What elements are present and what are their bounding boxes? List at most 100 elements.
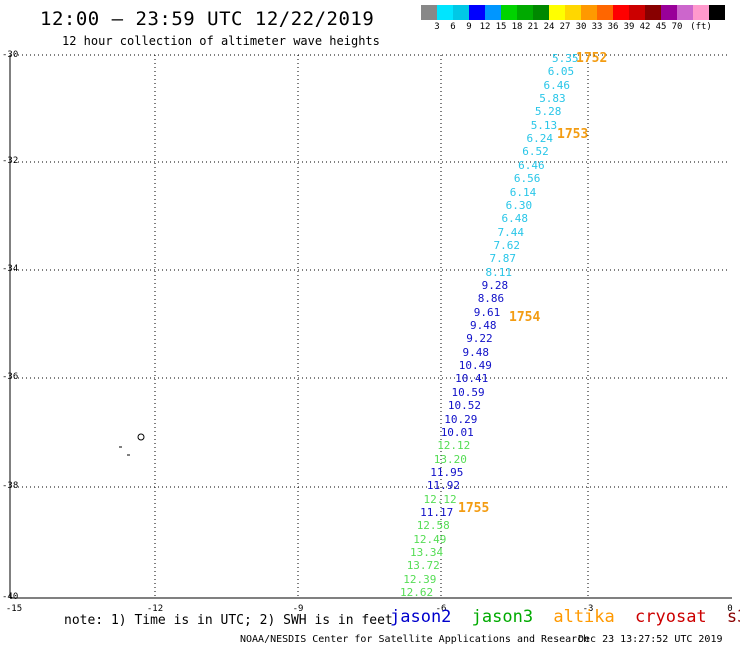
- lat-label: -30: [2, 50, 19, 60]
- legend-label: 15: [495, 22, 507, 32]
- lon-label: 0: [727, 604, 733, 614]
- lon-label: -12: [146, 604, 164, 614]
- color-scale-labels: 3 6 9 12 15 18 21 24 27 30 33 36 39 42 45 70 (ft): [421, 22, 740, 34]
- legend-swatch: [661, 5, 677, 20]
- legend-label: 70: [671, 22, 683, 32]
- legend-swatch: [549, 5, 565, 20]
- rev-label: 1755: [458, 501, 490, 516]
- wave-height-value: 9.48: [462, 345, 490, 359]
- legend-swatch: [501, 5, 517, 20]
- legend-swatch: [613, 5, 629, 20]
- wave-height-value: 10.52: [447, 399, 482, 413]
- wave-height-value: 6.30: [505, 198, 533, 212]
- wave-height-value: 5.83: [539, 92, 566, 105]
- wave-height-value: 5.13: [530, 118, 558, 132]
- legend-label: 30: [575, 22, 587, 32]
- wave-height-value: 12.39: [403, 572, 437, 586]
- rev-label: 1754: [509, 310, 541, 325]
- timestamp: Dec 23 13:27:52 UTC 2019: [578, 634, 723, 645]
- wave-height-value: 12.49: [413, 532, 447, 546]
- lat-label: -34: [2, 264, 19, 274]
- legend-swatch: [677, 5, 693, 20]
- footer-credit: NOAA/NESDIS Center for Satellite Applica…: [240, 634, 590, 645]
- satellite-jason2: jason2: [390, 607, 452, 627]
- lat-label: -40: [2, 592, 19, 602]
- page-subtitle: 12 hour collection of altimeter wave hei…: [62, 34, 380, 48]
- plot-frame: [9, 55, 732, 599]
- legend-swatch: [629, 5, 645, 20]
- legend-label: 21: [527, 22, 539, 32]
- wave-height-value: 10.01: [440, 425, 474, 439]
- wave-height-value: 13.20: [433, 452, 467, 466]
- legend-label: 45: [655, 22, 667, 32]
- rev-label: 1753: [557, 127, 589, 142]
- legend-swatch: [469, 5, 485, 20]
- wave-height-value: 9.48: [470, 319, 497, 332]
- legend-label: 9: [466, 22, 472, 32]
- satellite-legend: jason2 jason3 altika cryosat s3a: [390, 607, 740, 627]
- wave-height-value: 10.49: [458, 359, 492, 372]
- legend-swatch: [645, 5, 661, 20]
- wave-height-value: 7.44: [497, 225, 525, 239]
- rev-label: 1752: [576, 51, 608, 66]
- legend-swatch: [565, 5, 581, 20]
- legend-label: 33: [591, 22, 603, 32]
- wave-height-value: 12.12: [437, 439, 471, 453]
- wave-height-value: 6.48: [501, 212, 529, 226]
- lon-label: -6: [435, 604, 447, 614]
- satellite-cryosat: cryosat: [635, 607, 707, 627]
- wave-height-value: 11.95: [430, 465, 464, 479]
- wave-height-value: 8.86: [477, 292, 505, 306]
- legend-swatch: [581, 5, 597, 20]
- wave-height-value: 13.34: [410, 546, 444, 559]
- lat-label: -36: [2, 372, 19, 382]
- wave-height-value: 7.62: [493, 238, 521, 252]
- wave-height-value: 5.28: [534, 105, 562, 119]
- wave-height-value: 9.28: [481, 278, 509, 292]
- legend-swatch: [709, 5, 725, 20]
- wave-height-value: 10.29: [444, 412, 478, 426]
- wave-height-value: 6.46: [518, 158, 545, 172]
- legend-label: 42: [639, 22, 651, 32]
- wave-height-value: 9.61: [473, 305, 501, 319]
- legend-label: 36: [607, 22, 619, 32]
- legend-swatch: [533, 5, 549, 20]
- legend-swatch: [453, 5, 469, 20]
- wave-height-value: 6.14: [509, 185, 537, 199]
- legend-label: 39: [623, 22, 635, 32]
- legend-swatch: [517, 5, 533, 20]
- lon-label: -15: [5, 604, 23, 614]
- legend-swatch: [485, 5, 501, 20]
- legend-swatch: [597, 5, 613, 20]
- wave-height-value: 5.35: [552, 52, 579, 65]
- page-title: 12:00 – 23:59 UTC 12/22/2019: [40, 8, 375, 30]
- wave-height-value: 9.22: [466, 332, 493, 346]
- wave-height-value: 12.62: [400, 586, 434, 599]
- wave-height-value: 8.11: [485, 265, 513, 279]
- wave-height-value: 12.12: [423, 492, 457, 506]
- note-text: note: 1) Time is in UTC; 2) SWH is in fe…: [64, 613, 393, 628]
- wave-height-value: 6.56: [513, 172, 541, 186]
- satellite-jason3: jason3: [471, 607, 534, 627]
- legend-swatch: [693, 5, 709, 20]
- lat-label: -38: [2, 481, 19, 491]
- legend-label: 18: [511, 22, 523, 32]
- color-scale-legend: [421, 5, 725, 20]
- wave-height-value: 6.46: [543, 78, 571, 92]
- legend-label: (ft): [690, 22, 712, 32]
- wave-height-value: 12.58: [416, 519, 450, 533]
- legend-label: 12: [479, 22, 491, 32]
- lon-label: -9: [292, 604, 304, 614]
- wave-height-value: 7.87: [489, 252, 517, 266]
- lon-label: -3: [582, 604, 594, 614]
- island-outline: [119, 433, 145, 456]
- wave-height-value: 13.72: [406, 559, 440, 573]
- lat-label: -32: [2, 156, 19, 166]
- wave-height-value: 6.52: [522, 145, 549, 159]
- legend-label: 27: [559, 22, 571, 32]
- satellite-altika: altika: [553, 607, 615, 627]
- legend-label: 6: [450, 22, 456, 32]
- wave-height-value: 11.17: [420, 505, 454, 519]
- legend-swatch: [421, 5, 437, 20]
